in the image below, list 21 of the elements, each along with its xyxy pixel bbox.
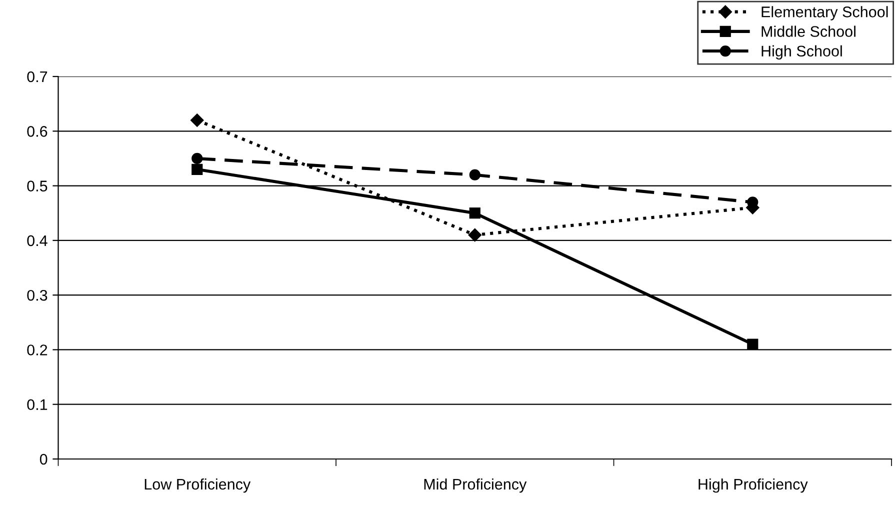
y-tick-label: 0.1 — [27, 399, 48, 410]
point — [469, 169, 480, 180]
point — [469, 208, 480, 219]
point — [192, 152, 203, 164]
y-tick-label: 0.2 — [27, 344, 48, 356]
legend-label: High School — [762, 45, 842, 60]
x-tick-label: High Proficiency — [698, 478, 808, 493]
y-tick-label: 0 — [40, 454, 48, 465]
point — [190, 114, 204, 127]
point — [468, 228, 482, 242]
y-tick-label: 0.6 — [27, 126, 48, 137]
legend-label: Elementary School — [762, 6, 888, 20]
y-tick-label: 0.3 — [27, 290, 48, 301]
legend-label: Middle School — [762, 26, 856, 37]
x-tick-label: Low Proficiency — [144, 478, 251, 493]
point — [747, 338, 758, 350]
y-tick-label: 0.4 — [27, 235, 48, 246]
x-tick-label: Mid Proficiency — [424, 478, 527, 493]
point — [192, 164, 203, 175]
y-tick-label: 0.7 — [27, 71, 48, 82]
y-tick-label: 0.5 — [27, 180, 48, 192]
